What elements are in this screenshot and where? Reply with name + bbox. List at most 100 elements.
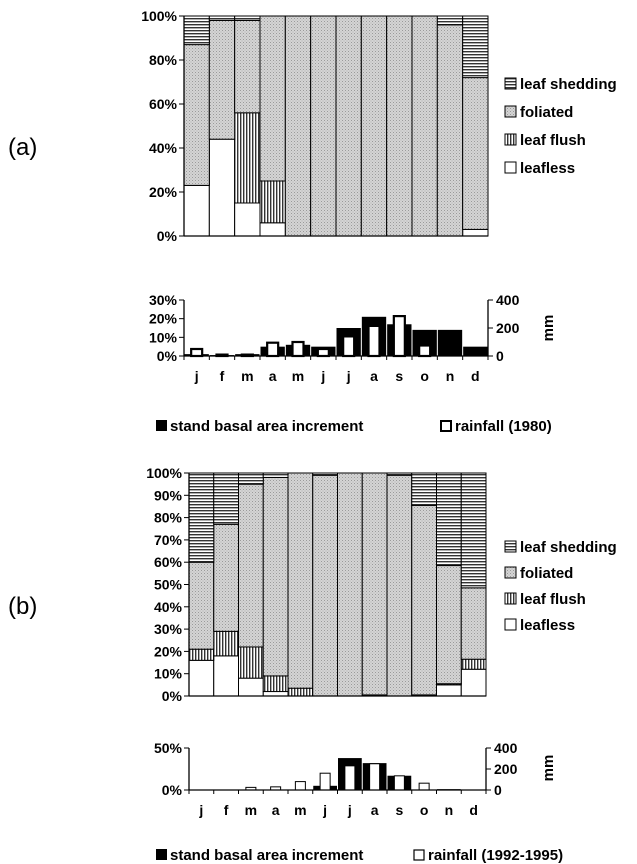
bar-leafless-1 xyxy=(208,138,236,237)
y-tick-label: 20% xyxy=(149,184,178,200)
bar-foliated-6 xyxy=(335,15,362,237)
legend-swatch-foliated xyxy=(504,105,517,118)
x-tick-label: m xyxy=(241,368,253,384)
legend-label-leafless: leafless xyxy=(520,617,575,634)
bar-rainfall-8 xyxy=(392,315,406,358)
bar-leaf-flush-3 xyxy=(259,180,286,224)
y-tick-label: 0% xyxy=(157,228,178,244)
bar-leaf-shedding-8 xyxy=(386,472,413,476)
legend-swatch-leaf-flush xyxy=(504,592,517,605)
bar-foliated-5 xyxy=(312,474,338,697)
bar-foliated-8 xyxy=(386,15,413,237)
bar-foliated-3 xyxy=(262,476,289,677)
legend-label-leaf-flush: leaf flush xyxy=(520,132,586,149)
bar-rainfall-8 xyxy=(393,775,405,791)
y-tick-label: 0% xyxy=(162,688,183,704)
y-tick-label: 50% xyxy=(154,740,183,756)
panel-label-a: (a) xyxy=(8,134,37,161)
bar-foliated-2 xyxy=(234,19,261,114)
bar-foliated-7 xyxy=(361,472,388,696)
bar-rainfall-0 xyxy=(190,347,204,358)
legend-label-rainfall: rainfall (1980) xyxy=(455,418,552,435)
bar-rainfall-4 xyxy=(294,781,306,791)
y2-tick-label: 400 xyxy=(494,740,518,756)
bar-leaf-shedding-0 xyxy=(188,472,215,563)
bar-leaf-shedding-1 xyxy=(213,472,239,525)
bar-leaf-shedding-2 xyxy=(238,472,264,485)
bar-leaf-shedding-0 xyxy=(183,15,210,46)
rainfall-axis-unit-b: mm xyxy=(540,755,557,782)
y2-tick-label: 0 xyxy=(496,348,504,364)
x-tick-label: m xyxy=(292,368,304,384)
bar-foliated-1 xyxy=(213,523,239,632)
phenology-chart-a: 0% 20% 40% 60% 80% 100% xyxy=(141,8,489,244)
bar-rainfall-4 xyxy=(291,340,305,358)
x-tick-label: j xyxy=(194,368,199,384)
x-tick-label: s xyxy=(395,368,403,384)
x-tick-label: o xyxy=(420,368,429,384)
bar-leaf-flush-1 xyxy=(213,630,239,657)
y2-tick-label: 200 xyxy=(496,320,520,336)
x-tick-label: a xyxy=(371,802,379,818)
y-tick-label: 0% xyxy=(162,782,183,798)
bar-foliated-8 xyxy=(386,474,413,697)
bar-basal-area-increment-10 xyxy=(437,329,463,356)
x-tick-label: j xyxy=(320,368,325,384)
legend-swatch-leaf-flush xyxy=(504,133,517,146)
y-tick-label: 70% xyxy=(154,532,183,548)
legend-swatch-leaf-shedding xyxy=(504,77,517,90)
legend-label-leaf-shedding: leaf shedding xyxy=(520,539,617,556)
bar-foliated-4 xyxy=(287,472,314,689)
bar-leafless-0 xyxy=(183,184,210,237)
y-tick-label: 40% xyxy=(154,599,183,615)
bar-foliated-1 xyxy=(208,19,236,140)
x-tick-label: n xyxy=(446,368,455,384)
y-tick-label: 80% xyxy=(149,52,178,68)
y-tick-label: 60% xyxy=(154,554,183,570)
bar-rainfall-9 xyxy=(418,344,432,358)
bar-leafless-11 xyxy=(462,228,489,237)
bar-rainfall-6 xyxy=(342,335,356,358)
bar-foliated-10 xyxy=(436,565,462,685)
y-tick-label: 60% xyxy=(149,96,178,112)
y-tick-label: 40% xyxy=(149,140,178,156)
legend-label-leafless: leafless xyxy=(520,160,575,177)
growth-legend-a: stand basal area increment rainfall (198… xyxy=(156,418,552,435)
x-tick-label: a xyxy=(370,368,378,384)
bar-leaf-shedding-10 xyxy=(436,15,464,26)
bar-foliated-7 xyxy=(360,15,388,237)
bar-leafless-0 xyxy=(188,659,215,697)
x-tick-label: a xyxy=(272,802,280,818)
bar-foliated-0 xyxy=(188,561,215,650)
x-tick-label: s xyxy=(395,802,403,818)
legend-swatch-rainfall xyxy=(440,420,452,432)
legend-swatch-basal-area-increment xyxy=(156,420,167,431)
bar-leafless-10 xyxy=(436,684,462,697)
bar-foliated-9 xyxy=(411,504,437,696)
y2-tick-label: 400 xyxy=(496,292,520,308)
bar-leafless-2 xyxy=(238,677,264,697)
bar-leaf-shedding-1 xyxy=(208,15,236,21)
bar-foliated-2 xyxy=(238,483,264,648)
legend-label-leaf-shedding: leaf shedding xyxy=(520,76,617,93)
x-tick-label: o xyxy=(420,802,429,818)
bar-rainfall-5 xyxy=(316,347,330,358)
bar-rainfall-3 xyxy=(266,341,280,358)
legend-swatch-leafless xyxy=(504,161,517,174)
bar-leaf-shedding-5 xyxy=(312,472,338,476)
bar-rainfall-7 xyxy=(369,763,381,791)
bar-leafless-3 xyxy=(259,222,286,237)
y-tick-label: 50% xyxy=(154,577,183,593)
bar-leaf-flush-4 xyxy=(287,687,314,697)
rainfall-axis-unit-a: mm xyxy=(540,315,557,342)
phenology-legend-b: leaf shedding foliated leaf flush leafle… xyxy=(504,539,617,634)
y-tick-label: 100% xyxy=(146,465,182,481)
legend-label-basal-area-increment: stand basal area increment xyxy=(170,418,363,435)
y-tick-label: 0% xyxy=(157,348,178,364)
bar-foliated-5 xyxy=(310,15,337,237)
bar-foliated-0 xyxy=(183,44,210,186)
bar-leafless-2 xyxy=(234,202,261,237)
legend-label-foliated: foliated xyxy=(520,565,573,582)
y-tick-label: 20% xyxy=(149,311,178,327)
